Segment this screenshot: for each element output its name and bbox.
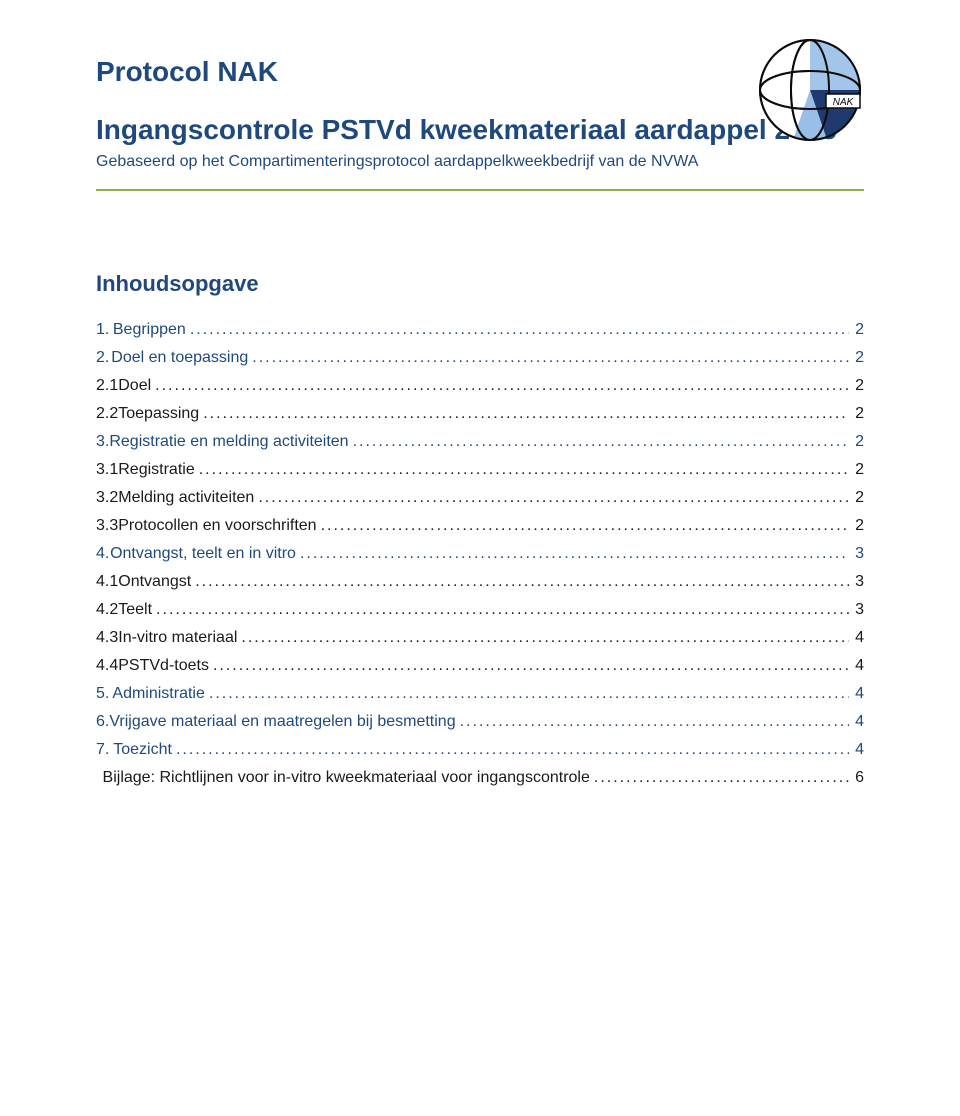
- toc-entry-page: 2: [853, 321, 864, 339]
- toc-entry-page: 2: [853, 405, 864, 423]
- toc-entry: Bijlage: Richtlijnen voor in-vitro kweek…: [96, 769, 864, 787]
- toc-entry-number: 1.: [96, 321, 113, 339]
- toc-entry[interactable]: 7.Toezicht 4: [96, 741, 864, 759]
- toc-leader: [176, 741, 849, 759]
- toc-leader: [252, 349, 849, 367]
- toc-entry-page: 3: [853, 545, 864, 563]
- toc-entry-page: 2: [853, 517, 864, 535]
- toc-entry[interactable]: 1.Begrippen 2: [96, 321, 864, 339]
- toc-entry-number: 3.: [96, 433, 109, 451]
- toc-entry-label: Administratie: [112, 685, 204, 703]
- toc-entry-label: In-vitro materiaal: [118, 629, 237, 647]
- toc-entry[interactable]: 6.Vrijgave materiaal en maatregelen bij …: [96, 713, 864, 731]
- toc-entry-number: 4.1: [96, 573, 118, 591]
- toc-entry: 3.3Protocollen en voorschriften 2: [96, 517, 864, 535]
- toc-entry-number: 4.4: [96, 657, 118, 675]
- toc-leader: [213, 657, 849, 675]
- toc-leader: [258, 489, 849, 507]
- toc-entry-page: 3: [853, 601, 864, 619]
- toc-leader: [209, 685, 849, 703]
- toc-entry-label: Ontvangst: [118, 573, 191, 591]
- toc-entry-number: 3.3: [96, 517, 118, 535]
- toc-entry-label: Teelt: [118, 601, 152, 619]
- toc-leader: [300, 545, 849, 563]
- toc-leader: [156, 601, 849, 619]
- toc-entry-page: 2: [853, 349, 864, 367]
- page: NAK Protocol NAK Ingangscontrole PSTVd k…: [0, 0, 960, 1116]
- toc-entry-number: 7.: [96, 741, 113, 759]
- toc-entry: 3.1Registratie 2: [96, 461, 864, 479]
- toc-entry-number: 3.1: [96, 461, 118, 479]
- toc-entry-number: 4.3: [96, 629, 118, 647]
- product-name: Protocol NAK: [96, 56, 864, 88]
- toc-entry: 4.2Teelt 3: [96, 601, 864, 619]
- toc-entry-number: 4.2: [96, 601, 118, 619]
- toc-entry-page: 2: [853, 461, 864, 479]
- toc-entry-page: 4: [853, 629, 864, 647]
- toc-heading: Inhoudsopgave: [96, 271, 864, 297]
- toc-entry-label: Vrijgave materiaal en maatregelen bij be…: [109, 713, 455, 731]
- toc-entry-label: Registratie: [118, 461, 194, 479]
- toc-entry-number: 6.: [96, 713, 109, 731]
- toc-leader: [321, 517, 850, 535]
- toc-entry-label: Begrippen: [113, 321, 186, 339]
- toc-entry[interactable]: 4.Ontvangst, teelt en in vitro 3: [96, 545, 864, 563]
- document-subtitle: Gebaseerd op het Compartimenteringsproto…: [96, 153, 864, 171]
- document-title: Ingangscontrole PSTVd kweekmateriaal aar…: [96, 112, 864, 147]
- toc-entry-label: Registratie en melding activiteiten: [109, 433, 348, 451]
- toc-entry-page: 4: [853, 741, 864, 759]
- toc-entry-page: 2: [853, 433, 864, 451]
- toc-leader: [353, 433, 850, 451]
- toc-entry-label: Toepassing: [118, 405, 199, 423]
- toc-entry-page: 2: [853, 377, 864, 395]
- toc-entry-number: 2.: [96, 349, 111, 367]
- divider: [96, 189, 864, 191]
- toc-entry: 4.1Ontvangst 3: [96, 573, 864, 591]
- toc-entry-number: 4.: [96, 545, 110, 563]
- toc-leader: [203, 405, 849, 423]
- nak-logo: NAK: [756, 36, 864, 144]
- toc-entry-label: Ontvangst, teelt en in vitro: [110, 545, 296, 563]
- toc-entry-label: Toezicht: [113, 741, 172, 759]
- toc-entry: 2.1Doel 2: [96, 377, 864, 395]
- toc-entry-label: Bijlage: Richtlijnen voor in-vitro kweek…: [103, 769, 590, 787]
- toc-entry-label: PSTVd-toets: [118, 657, 209, 675]
- toc-entry-label: Doel: [118, 377, 151, 395]
- logo-text: NAK: [833, 97, 855, 108]
- toc-leader: [460, 713, 849, 731]
- toc-entry-label: Doel en toepassing: [111, 349, 248, 367]
- toc-entry-number: 2.1: [96, 377, 118, 395]
- toc-entry: 4.3In-vitro materiaal 4: [96, 629, 864, 647]
- toc-entry: 2.2Toepassing 2: [96, 405, 864, 423]
- toc-entry[interactable]: 5.Administratie 4: [96, 685, 864, 703]
- toc-leader: [195, 573, 849, 591]
- toc-entry-page: 4: [853, 657, 864, 675]
- toc-leader: [155, 377, 849, 395]
- toc-entry-page: 2: [853, 489, 864, 507]
- toc-entry-page: 4: [853, 713, 864, 731]
- toc-entry-number: 2.2: [96, 405, 118, 423]
- toc-entry-page: 4: [853, 685, 864, 703]
- toc-entry-label: Melding activiteiten: [118, 489, 254, 507]
- toc-entry: 3.2Melding activiteiten 2: [96, 489, 864, 507]
- toc-entry: 4.4PSTVd-toets 4: [96, 657, 864, 675]
- toc-leader: [190, 321, 849, 339]
- table-of-contents: 1.Begrippen22.Doel en toepassing22.1Doel…: [96, 321, 864, 787]
- toc-entry-number: 3.2: [96, 489, 118, 507]
- toc-entry-number: 5.: [96, 685, 112, 703]
- toc-leader: [241, 629, 849, 647]
- toc-leader: [594, 769, 849, 787]
- toc-entry-label: Protocollen en voorschriften: [118, 517, 316, 535]
- toc-leader: [199, 461, 849, 479]
- toc-entry-page: 6: [853, 769, 864, 787]
- toc-entry-page: 3: [853, 573, 864, 591]
- toc-entry[interactable]: 3.Registratie en melding activiteiten 2: [96, 433, 864, 451]
- toc-entry[interactable]: 2.Doel en toepassing 2: [96, 349, 864, 367]
